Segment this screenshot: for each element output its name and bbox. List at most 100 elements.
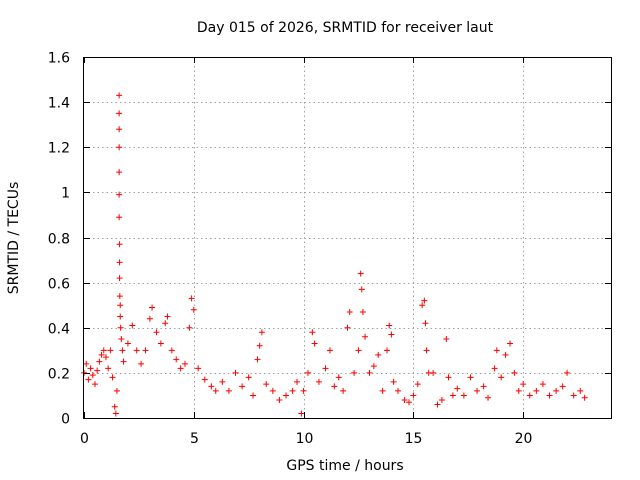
data-point — [168, 347, 175, 354]
data-point — [116, 259, 123, 266]
data-point — [258, 329, 265, 336]
data-point — [87, 365, 94, 372]
data-point — [370, 363, 377, 370]
data-point — [357, 270, 364, 277]
data-point — [113, 387, 120, 394]
data-point — [116, 144, 123, 151]
data-point — [358, 286, 365, 293]
data-point — [116, 169, 123, 176]
data-point — [298, 410, 305, 417]
x-tick-label: 10 — [296, 431, 314, 447]
data-point — [118, 336, 125, 343]
data-point — [553, 387, 560, 394]
data-point — [190, 306, 197, 313]
data-point — [117, 302, 124, 309]
y-tick-label: 1.6 — [48, 51, 70, 67]
x-tick-label: 15 — [405, 431, 423, 447]
data-point — [384, 347, 391, 354]
axis-ticks — [84, 57, 611, 419]
data-point — [419, 302, 426, 309]
data-point — [315, 378, 322, 385]
data-point — [105, 365, 112, 372]
data-point — [146, 315, 153, 322]
data-point — [460, 392, 467, 399]
data-point — [116, 214, 123, 221]
data-point — [219, 378, 226, 385]
data-point — [195, 365, 202, 372]
data-point — [434, 401, 441, 408]
data-point — [366, 369, 373, 376]
data-point — [581, 394, 588, 401]
data-point — [539, 381, 546, 388]
y-tick-label: 0.6 — [48, 277, 70, 293]
y-tick-label: 1.2 — [48, 141, 70, 157]
grid-lines — [84, 57, 611, 418]
data-point — [111, 403, 118, 410]
data-point — [256, 342, 263, 349]
plot-frame — [83, 57, 612, 419]
data-point — [293, 378, 300, 385]
data-point — [577, 387, 584, 394]
data-point — [443, 336, 450, 343]
data-point — [309, 329, 316, 336]
data-point — [177, 365, 184, 372]
data-point — [120, 358, 127, 365]
data-point — [186, 324, 193, 331]
y-tick-labels: 0 0.2 0.4 0.6 0.8 1 1.2 1.4 1.6 — [48, 51, 70, 428]
data-point — [208, 383, 215, 390]
data-point — [117, 324, 124, 331]
y-tick-label: 1 — [61, 186, 70, 202]
data-point — [157, 340, 164, 347]
data-point — [546, 392, 553, 399]
data-point — [355, 347, 362, 354]
data-point — [164, 313, 171, 320]
y-tick-label: 0.4 — [48, 322, 70, 338]
data-point — [401, 396, 408, 403]
data-point — [386, 322, 393, 329]
data-point — [445, 374, 452, 381]
data-points — [81, 92, 588, 417]
data-point — [116, 110, 123, 117]
data-point — [102, 354, 109, 361]
data-point — [331, 383, 338, 390]
data-point — [98, 351, 105, 358]
data-point — [149, 304, 156, 311]
data-point — [474, 387, 481, 394]
data-point — [344, 324, 351, 331]
data-point — [124, 340, 131, 347]
data-point — [94, 367, 101, 374]
data-point — [85, 376, 92, 383]
data-point — [116, 191, 123, 198]
data-point — [142, 347, 149, 354]
data-point — [239, 383, 246, 390]
data-point — [498, 374, 505, 381]
data-point — [421, 297, 428, 304]
data-point — [520, 381, 527, 388]
data-point — [480, 383, 487, 390]
data-point — [162, 320, 169, 327]
data-point — [322, 365, 329, 372]
data-point — [346, 308, 353, 315]
x-tick-labels: 0 5 10 15 20 — [80, 431, 532, 447]
data-point — [410, 392, 417, 399]
data-point — [502, 351, 509, 358]
data-point — [515, 387, 522, 394]
data-point — [449, 392, 456, 399]
data-point — [109, 374, 116, 381]
data-point — [129, 322, 136, 329]
data-point — [263, 381, 270, 388]
data-point — [564, 369, 571, 376]
x-axis-label: GPS time / hours — [286, 458, 403, 474]
data-point — [326, 347, 333, 354]
data-point — [491, 365, 498, 372]
data-point — [414, 381, 421, 388]
data-point — [559, 383, 566, 390]
data-point — [300, 387, 307, 394]
data-point — [362, 333, 369, 340]
data-point — [173, 356, 180, 363]
y-tick-label: 1.4 — [48, 96, 70, 112]
data-point — [107, 347, 114, 354]
data-point — [269, 387, 276, 394]
data-point — [116, 293, 123, 300]
